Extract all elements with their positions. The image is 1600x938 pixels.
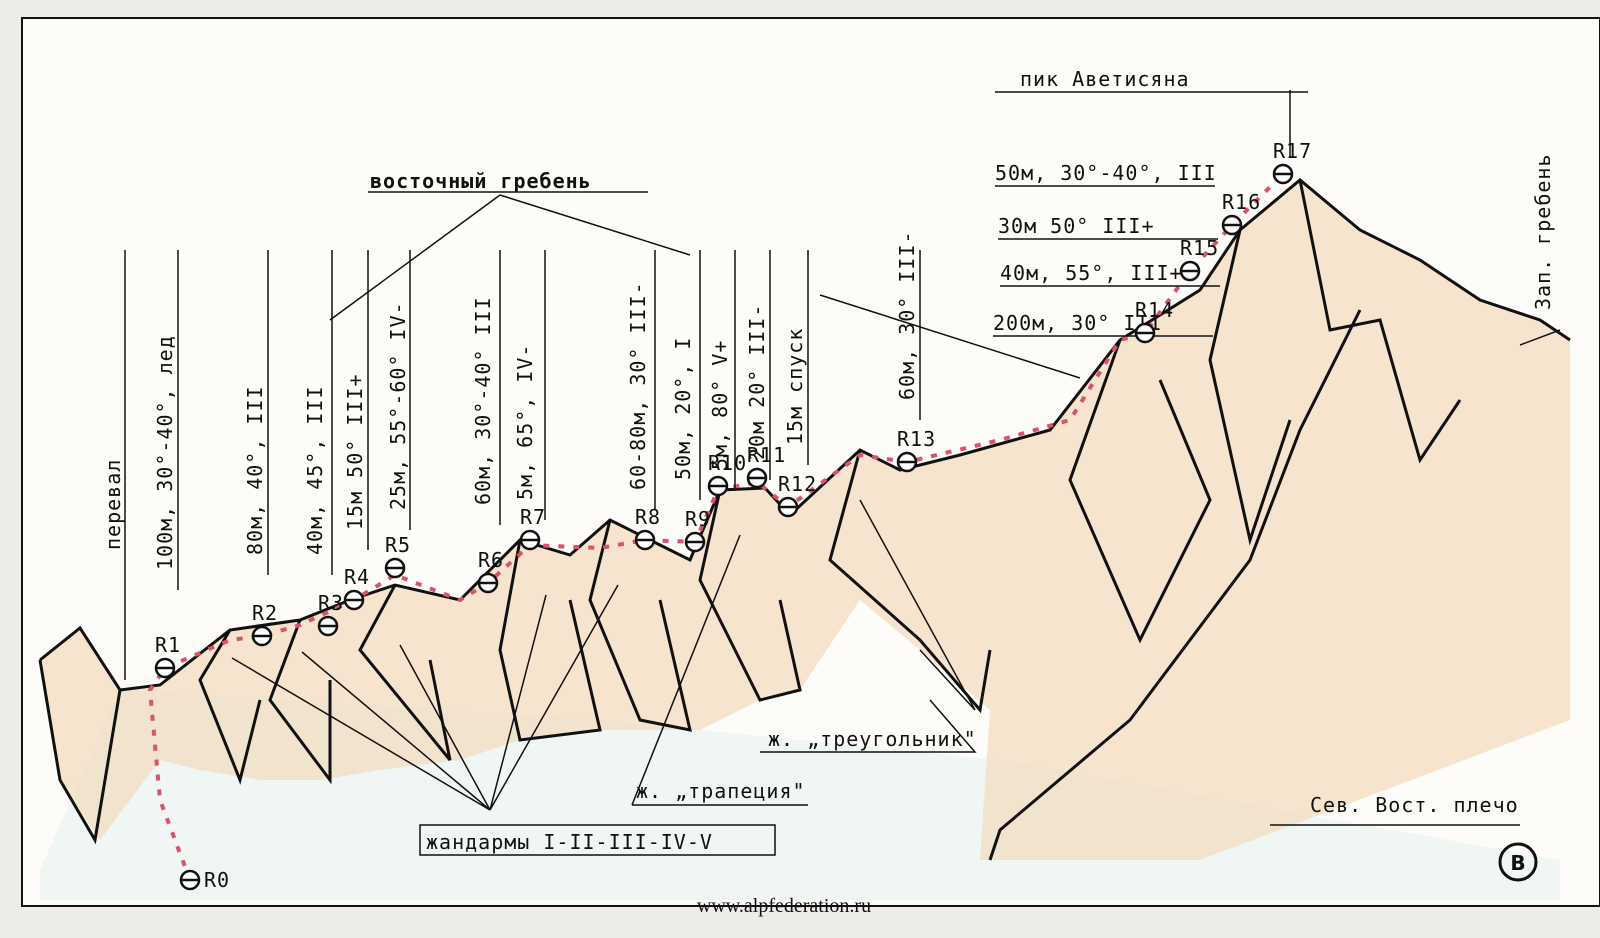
anchor-label: R15 [1180,236,1219,260]
anchor-label: R9 [685,507,711,531]
anchor-label: R13 [897,427,936,451]
shoulder-label: Сев. Вост. плечо [1310,793,1519,817]
pitch-label: 60-80м, 30° III- [626,281,650,490]
gendarme-trapezoid: ж. „трапеция" [636,779,806,803]
pitch-label: 5м, 65°, IV- [513,344,537,501]
summit-route-pitch: 30м 50° III+ [998,214,1155,238]
anchor-label: R6 [478,548,504,572]
anchor-label: R16 [1222,190,1261,214]
anchor-label: R0 [204,868,230,892]
anchor-label: R14 [1135,298,1174,322]
pitch-label: 80м, 40°, III [243,385,267,555]
gendarmes-label: жандармы I-II-III-IV-V [426,830,713,854]
gendarme-triangle: ж. „треугольник" [768,727,977,751]
anchor-label: R12 [778,472,817,496]
pitch-label: 60м, 30°-40° III [471,296,495,505]
anchor-label: R10 [708,451,747,475]
rock-lines [38,179,1462,861]
pitch-label: перевал [101,459,125,550]
summit-title: пик Аветисяна [1020,67,1190,91]
pitch-label: 15м 50° III+ [343,374,367,531]
anchor-label: R2 [252,601,278,625]
watermark: www.alpfederation.ru [697,895,871,917]
summit-route-pitch: 50м, 30°-40°, III [995,161,1217,185]
pitch-label: 25м, 55°-60° IV- [386,301,410,510]
summit-route-pitch: 200м, 30° III [993,311,1163,335]
gendarmes-box [419,824,776,856]
marker-letter: В [1510,851,1525,875]
anchor-label: R4 [344,565,370,589]
pitch-label: 50м, 20°, I [671,337,695,480]
anchor-label: R17 [1273,139,1312,163]
pitch-label: 15м спуск [783,328,807,445]
anchor-label: R11 [747,443,786,467]
ridge-outline [39,178,1571,692]
climbing-route [147,172,1285,881]
anchor-label: R7 [520,505,546,529]
pitch-label: 100м, 30°-40°, лед [153,335,177,570]
anchor-label: R3 [318,591,344,615]
anchor-label: R1 [155,633,181,657]
summit-route-pitch: 40м, 55°, III+ [1000,261,1183,285]
pitch-label: 60м, 30° III- [895,230,919,400]
west-ridge: Зап. гребень [1531,154,1555,311]
gendarme-underlines [632,699,977,806]
ridge-label: восточный гребень [370,169,592,193]
pitch-label: 5м, 80° V+ [708,340,732,470]
rock-wash [40,180,1570,860]
anchor-label: R5 [385,533,411,557]
marker-circle [1498,842,1538,882]
pitch-label: 40м, 45°, III [303,385,327,555]
anchor-label: R8 [635,505,661,529]
pitch-label: 20м 20° III- [745,304,769,461]
pointer-lines [231,90,1561,811]
